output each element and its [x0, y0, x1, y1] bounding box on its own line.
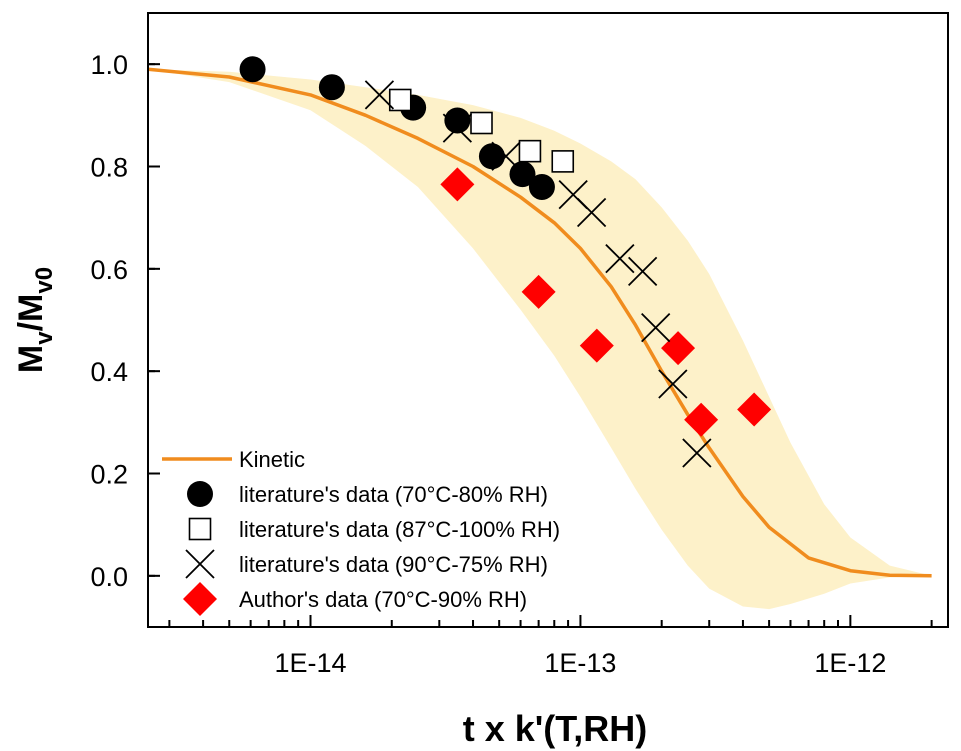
data-point-diamond	[661, 331, 696, 366]
data-point-diamond	[521, 274, 556, 309]
y-tick-label: 1.0	[90, 50, 128, 80]
data-point-cross	[628, 256, 658, 287]
y-tick-label: 0.2	[90, 460, 128, 490]
legend-swatch-open-square	[188, 517, 212, 541]
data-point-open-square	[470, 111, 493, 135]
data-point-diamond	[440, 167, 475, 202]
legend-label-kinetic: Kinetic	[239, 447, 305, 472]
uncertainty-band	[148, 69, 932, 610]
legend-swatch-cross	[185, 549, 215, 579]
y-tick-label: 0.8	[90, 153, 128, 183]
y-tick-label: 0.6	[90, 255, 128, 285]
axis-ticks: 0.0 0.2 0.4 0.6 0.8 1.0 1E-14 1E-13 1E-12	[90, 50, 933, 678]
legend-swatch-diamond	[183, 582, 217, 616]
data-point-circle	[239, 56, 266, 83]
y-axis-title-slash: /M	[12, 294, 50, 332]
data-point-cross	[576, 197, 607, 228]
legend-label: literature's data (90°C-75% RH)	[239, 552, 548, 577]
data-point-cross	[605, 243, 635, 274]
data-point-circle	[509, 161, 536, 188]
data-point-cross	[364, 80, 395, 110]
data-point-open-square	[551, 150, 575, 173]
y-tick-label: 0.0	[90, 562, 128, 592]
data-point-cross	[442, 113, 473, 143]
data-point-cross	[658, 369, 688, 399]
y-axis-title-sub2: v0	[31, 267, 58, 294]
legend-swatch-circle	[187, 481, 213, 507]
data-point-diamond	[737, 392, 772, 427]
data-point-open-square	[388, 88, 412, 112]
data-point-diamond	[579, 328, 614, 363]
data-point-cross	[641, 313, 671, 343]
data-point-circle	[444, 107, 471, 134]
x-tick-label: 1E-14	[274, 648, 346, 678]
y-axis-title-sub1: v	[31, 331, 58, 345]
x-axis-title: t x k'(T,RH)	[463, 708, 648, 749]
data-point-diamond	[684, 402, 719, 437]
kinetic-curve-layer	[148, 67, 932, 578]
legend-label: literature's data (87°C-100% RH)	[239, 517, 560, 542]
data-point-circle	[478, 143, 505, 170]
data-point-open-square	[518, 139, 542, 163]
data-point-circle	[528, 173, 555, 200]
x-tick-label: 1E-12	[814, 648, 886, 678]
y-axis-title: Mv/Mv0	[12, 267, 58, 373]
plot-frame	[147, 12, 949, 628]
legend: Kinetic literature's data (70°C-80% RH) li…	[162, 447, 560, 616]
y-tick-label: 0.4	[90, 357, 128, 387]
legend-label: literature's data (70°C-80% RH)	[239, 482, 548, 507]
data-point-cross	[682, 438, 712, 468]
x-tick-label: 1E-13	[544, 648, 616, 678]
data-point-circle	[318, 74, 345, 101]
legend-label: Author's data (70°C-90% RH)	[239, 587, 527, 612]
data-point-cross	[491, 141, 521, 171]
uncertainty-band-layer	[148, 69, 932, 610]
data-markers-layer	[239, 56, 772, 468]
y-axis-title-main: M	[12, 345, 50, 373]
kinetic-curve	[148, 67, 932, 578]
